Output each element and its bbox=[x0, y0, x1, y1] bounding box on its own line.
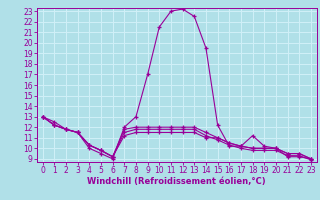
X-axis label: Windchill (Refroidissement éolien,°C): Windchill (Refroidissement éolien,°C) bbox=[87, 177, 266, 186]
